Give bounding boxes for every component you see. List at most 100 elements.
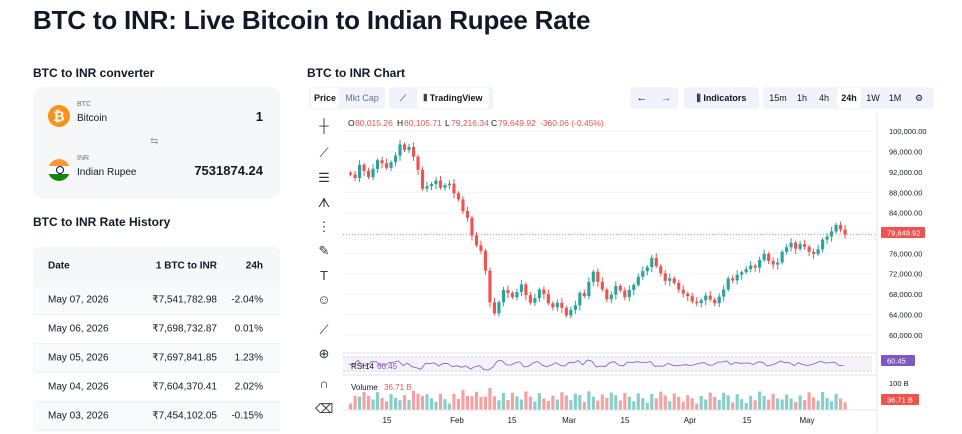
volume-bar [659,391,663,410]
candle-body [798,244,802,249]
undo-redo-group: ← → [630,87,678,109]
interval-4h[interactable]: 4h [818,93,829,103]
table-row: May 04, 2026 ₹7,604,370.41 2.02% [33,373,280,402]
candle-body [749,265,753,270]
candle-body [375,160,380,169]
volume-bar [380,398,384,410]
interval-1h[interactable]: 1h [796,93,807,103]
ohlc-open-label: O [348,118,355,128]
candle-body [668,278,672,281]
magnet-icon[interactable]: ∩ [319,376,329,391]
ruler-icon[interactable]: ⟋ [319,322,329,337]
ohlc-close-label: C [491,118,497,128]
volume-bar [434,401,438,410]
candle-body [789,242,793,248]
candle-body [528,295,532,303]
interval-15m[interactable]: 15m [769,93,787,103]
candlestick-chart[interactable]: 100,000.00 96,000.00 92,000.00 88,000.00 84,… [307,113,937,433]
candle-body [803,244,807,247]
tradingview-tab[interactable]: ⫴ TradingView [417,88,489,108]
settings-icon[interactable]: ⚙ [914,93,924,103]
zoom-in-icon[interactable]: ⊕ [318,346,330,361]
rsi-tag-label: 60.45 [887,357,906,366]
to-amount-input[interactable]: 7531874.24 [194,163,263,178]
x-tick-label: 15 [508,416,517,425]
india-flag-icon [48,159,70,181]
undo-icon[interactable]: ← [636,92,648,104]
interval-24h[interactable]: 24h [837,88,861,108]
emoji-icon[interactable]: ☺ [317,292,331,307]
candle-body [542,289,546,295]
brush-icon[interactable]: ✎ [318,243,330,258]
indicators-button[interactable]: ⫼ Indicators [686,88,757,108]
candle-body [758,259,762,268]
to-name: Indian Rupee [77,167,137,178]
line-chart-icon[interactable]: ⟋ [399,93,407,103]
table-row: May 06, 2026 ₹7,698,732.87 0.01% [33,315,280,344]
volume-bar [515,396,519,410]
y-tick-label: 88,000.00 [889,188,922,197]
redo-icon[interactable]: → [660,92,672,104]
bitcoin-icon: ₿ [48,105,70,127]
candle-body [677,282,681,290]
swap-icon[interactable]: ⇆ [150,136,159,147]
volume-bar [447,403,452,410]
ohlc-change: -360.06 (-0.45%) [540,118,604,128]
price-tab[interactable]: Price [311,88,339,108]
eraser-icon[interactable]: ⌫ [315,401,334,416]
candle-body [519,284,523,293]
x-tick-label: Mar [562,416,576,425]
candle-body [695,301,699,304]
volume-bar [519,399,523,410]
trendline-icon[interactable]: ⟋ [319,145,329,160]
interval-1m[interactable]: 1M [888,93,902,103]
volume-bar [402,395,407,410]
candle-body [456,193,461,200]
converter-to-row[interactable]: INR Indian Rupee 7531874.24 [33,151,280,191]
x-tick-label: 15 [383,416,392,425]
candle-body [483,250,488,271]
text-icon[interactable]: T [320,268,328,283]
volume-bar [537,393,541,410]
converter-from-row[interactable]: ₿ BTC Bitcoin 1 [33,97,280,137]
interval-1w[interactable]: 1W [866,93,880,103]
row-date: May 04, 2026 [48,381,109,393]
volume-bar [708,392,712,410]
candle-body [641,271,645,277]
volume-bar [722,392,726,410]
ohlc-high: 80,105.71 [404,118,442,128]
volume-bar [699,396,703,410]
col-rate: 1 BTC to INR [155,260,217,272]
indicators-icon: ⫼ [696,93,704,103]
volume-bar [569,400,573,410]
volume-bar [582,402,586,410]
candle-body [578,293,582,306]
candle-body [843,229,847,235]
rsi-tag [881,355,915,366]
candle-body [546,294,550,304]
crosshair-icon[interactable]: ┼ [319,118,329,133]
candle-body [389,162,393,168]
table-body: May 07, 2026 ₹7,541,782.98 -2.04% May 06, … [33,286,280,431]
volume-bar [816,400,820,410]
candle-body [349,172,353,175]
volume-bar [357,396,362,410]
volume-bar [695,403,699,410]
candle-body [816,249,820,254]
x-tick-label: Apr [684,416,697,425]
last-price-label: 79,649.92 [887,229,920,238]
table-row: May 05, 2026 ₹7,697,841.85 1.23% [33,344,280,373]
chart-toolbar: Price Mkt Cap ⟋ ⫴ TradingView ← → ⫼ Indi… [307,87,937,109]
from-amount-input[interactable]: 1 [255,109,263,124]
volume-bar [425,394,429,410]
horizontal-lines-icon[interactable]: ☰ [318,170,330,185]
volume-bar [546,401,550,410]
mktcap-tab[interactable]: Mkt Cap [345,93,379,103]
fib-retracement-icon[interactable]: ⋮ [317,219,331,234]
pitchfork-icon[interactable]: ᗑ [317,195,331,210]
volume-bar [812,397,816,410]
candle-body [735,274,739,281]
candle-body [551,303,555,308]
volume-bar [479,397,483,410]
volume-bar [524,391,528,410]
